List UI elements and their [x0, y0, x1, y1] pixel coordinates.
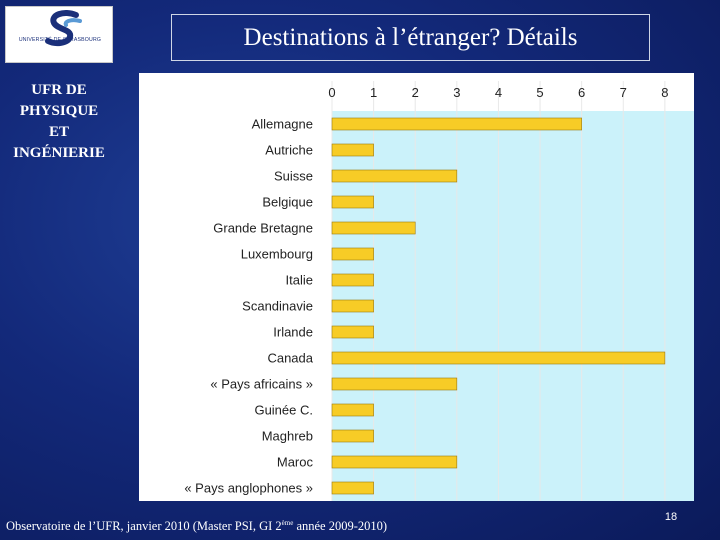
faculty-label-line: PHYSIQUE	[19, 103, 99, 119]
bar	[331, 273, 374, 287]
source-note: Observatoire de l’UFR, janvier 2010 (Mas…	[6, 519, 387, 534]
category-label: Guinée C.	[254, 403, 313, 418]
bar	[331, 455, 458, 469]
faculty-label-line: UFR DE	[31, 82, 87, 98]
faculty-label-line: ET	[48, 124, 69, 140]
slide-title-box: Destinations à l’étranger? Détails	[171, 14, 650, 61]
category-label: Grande Bretagne	[213, 221, 313, 236]
category-label: Maroc	[277, 455, 314, 470]
bar-chart: 0 1 2 3 4 5 6 7 8 Allemagne Autriche Suisse Belgique…	[139, 73, 694, 501]
faculty-label-line: INGÉNIERIE	[13, 145, 105, 161]
category-label: Scandinavie	[242, 299, 313, 314]
category-label: Irlande	[273, 325, 313, 340]
bar	[331, 169, 458, 183]
x-tick-label: 0	[328, 85, 335, 100]
bar	[331, 351, 666, 365]
page-number: 18	[664, 511, 678, 523]
x-tick-label: 8	[661, 85, 668, 100]
bar	[331, 377, 458, 391]
category-label: « Pays anglophones »	[184, 481, 313, 496]
category-label: Canada	[267, 351, 313, 366]
bar	[331, 325, 374, 339]
category-label: Maghreb	[262, 429, 313, 444]
x-tick-label: 2	[412, 85, 419, 100]
bar	[331, 221, 416, 235]
faculty-label: UFR DE PHYSIQUE ET INGÉNIERIE	[0, 80, 118, 164]
x-tick-label: 6	[578, 85, 585, 100]
bar	[331, 481, 374, 495]
strasbourg-s-icon	[45, 10, 82, 47]
source-note-text-end: année 2009-2010)	[293, 519, 388, 533]
x-tick-label: 7	[620, 85, 627, 100]
bar	[331, 299, 374, 313]
plot-area	[332, 111, 694, 501]
logo-text: UNIVERSITÉ DE STRASBOURG	[18, 37, 102, 43]
x-tick-label: 3	[453, 85, 460, 100]
x-tick-label: 4	[495, 85, 502, 100]
source-note-text: Observatoire de l’UFR, janvier 2010 (Mas…	[6, 519, 282, 533]
bar	[331, 143, 374, 157]
bar	[331, 429, 374, 443]
bar	[331, 195, 374, 209]
slide-title: Destinations à l’étranger? Détails	[243, 23, 578, 51]
bar	[331, 403, 374, 417]
category-label: Luxembourg	[241, 247, 313, 262]
category-label: Belgique	[262, 195, 313, 210]
bar	[331, 117, 582, 131]
x-tick-label: 1	[370, 85, 377, 100]
category-label: Allemagne	[252, 117, 313, 132]
category-label: Autriche	[265, 143, 313, 158]
university-logo: UNIVERSITÉ DE STRASBOURG	[5, 6, 113, 63]
source-note-superscript: ème	[281, 519, 294, 527]
x-tick-label: 5	[536, 85, 543, 100]
destinations-chart: 0 1 2 3 4 5 6 7 8 Allemagne Autriche Suisse Belgique…	[139, 73, 694, 501]
bar	[331, 247, 374, 261]
category-label: Suisse	[274, 169, 313, 184]
category-label: Italie	[286, 273, 313, 288]
category-label: « Pays africains »	[210, 377, 313, 392]
